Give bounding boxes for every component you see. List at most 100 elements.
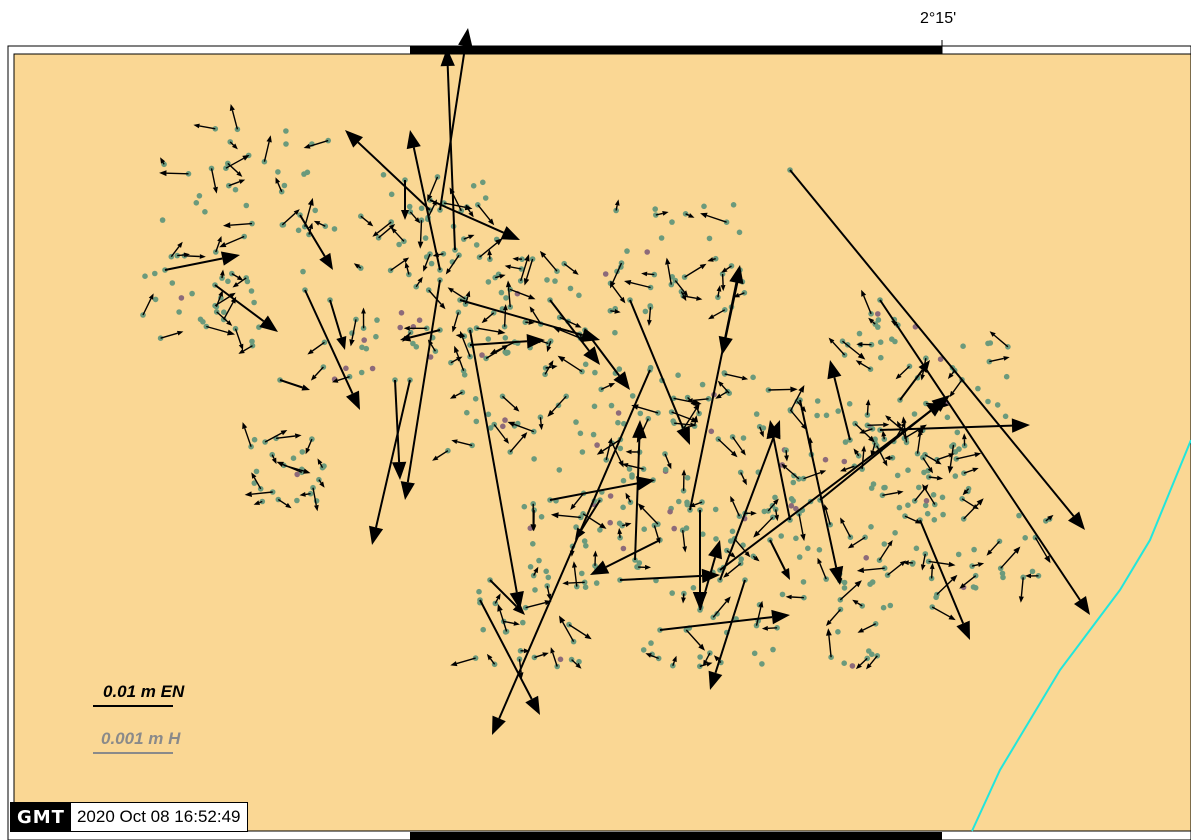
station-marker (502, 335, 509, 341)
velocity-arrow (507, 421, 535, 433)
velocity-arrow (723, 562, 742, 578)
station-marker (788, 496, 795, 502)
velocity-arrow (401, 180, 409, 220)
station-marker (487, 256, 493, 263)
velocity-arrow (305, 438, 313, 455)
station-marker (814, 398, 821, 404)
station-marker (503, 295, 509, 301)
velocity-arrow (369, 379, 411, 545)
station-marker (346, 373, 353, 380)
velocity-arrow (170, 241, 183, 258)
station-marker (620, 477, 627, 484)
velocity-arrow (685, 629, 705, 651)
velocity-arrow (317, 458, 324, 469)
velocity-arrow (922, 457, 933, 474)
station-marker (152, 296, 159, 303)
station-marker (406, 271, 412, 278)
station-marker (648, 640, 654, 646)
velocity-arrow (423, 253, 431, 272)
station-marker (459, 389, 466, 396)
velocity-arrow (971, 562, 985, 567)
station-marker (875, 324, 881, 330)
velocity-arrow (390, 257, 410, 271)
velocity-arrow (689, 265, 744, 511)
station-marker (281, 182, 288, 189)
velocity-arrow (219, 235, 245, 248)
velocity-arrow (372, 221, 392, 237)
station-marker (640, 466, 647, 472)
velocity-arrow (439, 28, 473, 211)
station-marker (464, 409, 470, 416)
station-marker (294, 497, 300, 504)
station-marker (738, 556, 744, 562)
station-marker (473, 418, 480, 425)
station-marker (911, 411, 918, 417)
velocity-arrow (866, 655, 878, 670)
station-marker (878, 354, 884, 361)
velocity-arrow (699, 540, 722, 611)
velocity-arrow (914, 484, 929, 502)
velocity-arrow (592, 550, 598, 566)
station-marker (626, 466, 633, 472)
velocity-arrow (647, 307, 652, 326)
station-marker (196, 193, 203, 199)
station-marker (500, 423, 506, 430)
station-marker (159, 217, 166, 223)
station-marker (251, 436, 258, 443)
station-marker (816, 547, 823, 553)
velocity-arrow (625, 492, 632, 503)
station-marker (543, 568, 549, 575)
station-marker (290, 455, 297, 462)
velocity-arrow (766, 420, 791, 521)
station-marker (469, 442, 475, 449)
velocity-arrow (451, 439, 473, 447)
station-marker (914, 450, 921, 457)
velocity-arrow (523, 258, 534, 286)
velocity-arrow (855, 657, 868, 670)
station-marker (479, 352, 485, 358)
station-marker (472, 396, 479, 402)
station-marker (751, 650, 758, 657)
velocity-arrow (550, 512, 581, 519)
station-marker (971, 546, 977, 553)
velocity-arrow (859, 428, 873, 434)
station-marker (986, 358, 993, 365)
station-marker (779, 591, 786, 598)
velocity-arrow (454, 345, 465, 372)
velocity-arrow (655, 211, 669, 216)
station-marker (880, 604, 887, 611)
velocity-arrow (904, 515, 922, 524)
station-marker (608, 402, 615, 409)
station-marker (582, 361, 589, 368)
velocity-arrow (539, 250, 558, 272)
velocity-arrow (717, 380, 730, 394)
station-marker (536, 557, 542, 564)
station-marker (422, 235, 429, 241)
station-marker (772, 494, 778, 501)
velocity-arrow (781, 463, 800, 480)
velocity-arrow (313, 220, 326, 227)
station-marker (736, 229, 743, 236)
velocity-arrow (919, 519, 970, 640)
velocity-arrow (799, 399, 844, 585)
station-marker (944, 414, 951, 421)
velocity-arrow (160, 330, 184, 339)
station-marker (931, 517, 938, 523)
velocity-arrow (451, 312, 460, 333)
velocity-arrow (936, 574, 958, 596)
station-marker (849, 663, 856, 669)
velocity-arrow (707, 257, 716, 262)
station-marker (530, 541, 536, 547)
station-marker (467, 353, 473, 360)
station-marker (576, 292, 582, 299)
station-marker (652, 206, 658, 212)
station-marker (615, 410, 622, 416)
velocity-arrow (432, 450, 449, 461)
velocity-arrow (920, 553, 926, 571)
station-marker (708, 428, 715, 435)
velocity-arrow (903, 424, 927, 439)
velocity-arrow (963, 467, 979, 474)
velocity-arrow (645, 653, 659, 660)
station-marker (905, 502, 911, 509)
station-marker (418, 205, 425, 212)
